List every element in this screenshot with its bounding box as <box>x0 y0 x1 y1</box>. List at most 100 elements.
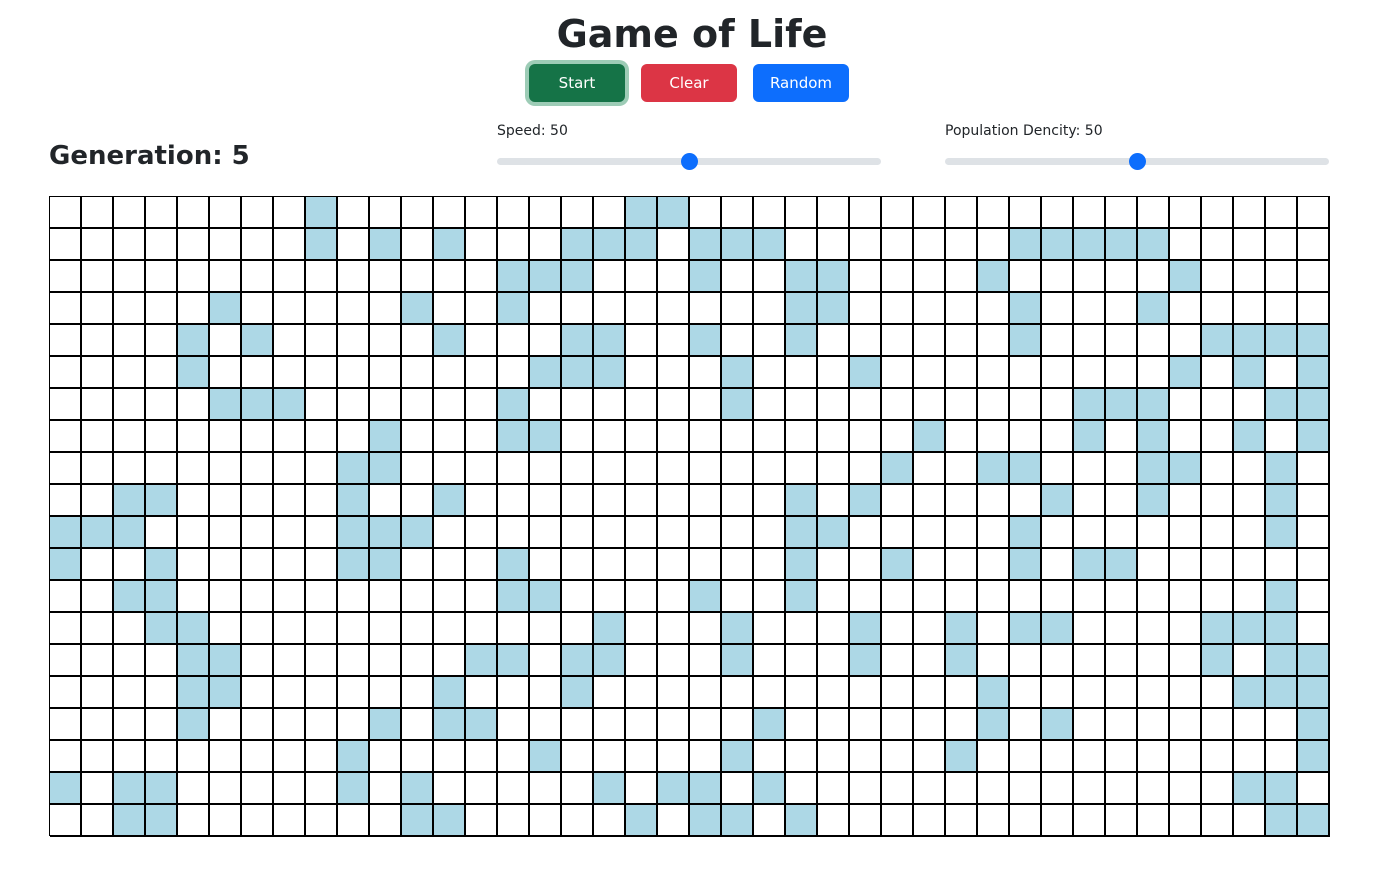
grid-cell[interactable] <box>178 293 210 325</box>
grid-cell[interactable] <box>1074 197 1106 229</box>
grid-cell[interactable] <box>1010 709 1042 741</box>
grid-cell[interactable] <box>754 357 786 389</box>
grid-cell[interactable] <box>1170 517 1202 549</box>
grid-cell[interactable] <box>498 517 530 549</box>
grid-cell[interactable] <box>978 485 1010 517</box>
grid-cell[interactable] <box>978 389 1010 421</box>
grid-cell[interactable] <box>1266 261 1298 293</box>
grid-cell[interactable] <box>850 741 882 773</box>
grid-cell[interactable] <box>850 453 882 485</box>
grid-cell-alive[interactable] <box>306 197 338 229</box>
grid-cell[interactable] <box>1074 677 1106 709</box>
grid-cell[interactable] <box>338 805 370 837</box>
grid-cell-alive[interactable] <box>50 549 82 581</box>
grid-cell-alive[interactable] <box>850 645 882 677</box>
grid-cell[interactable] <box>882 421 914 453</box>
grid-cell[interactable] <box>946 229 978 261</box>
grid-cell[interactable] <box>562 613 594 645</box>
grid-cell-alive[interactable] <box>1266 453 1298 485</box>
grid-cell[interactable] <box>754 517 786 549</box>
grid-cell-alive[interactable] <box>402 517 434 549</box>
grid-cell[interactable] <box>1106 517 1138 549</box>
grid-cell-alive[interactable] <box>274 389 306 421</box>
grid-cell-alive[interactable] <box>1170 261 1202 293</box>
grid-cell[interactable] <box>1010 261 1042 293</box>
grid-cell[interactable] <box>306 325 338 357</box>
grid-cell[interactable] <box>978 517 1010 549</box>
grid-cell[interactable] <box>882 741 914 773</box>
grid-cell[interactable] <box>1074 645 1106 677</box>
grid-cell[interactable] <box>434 773 466 805</box>
grid-cell[interactable] <box>1234 709 1266 741</box>
grid-cell[interactable] <box>530 389 562 421</box>
grid-cell[interactable] <box>498 709 530 741</box>
grid-cell[interactable] <box>1170 773 1202 805</box>
population-density-slider-thumb[interactable] <box>1129 153 1146 170</box>
grid-cell[interactable] <box>850 261 882 293</box>
grid-cell[interactable] <box>914 261 946 293</box>
grid-cell-alive[interactable] <box>786 581 818 613</box>
grid-cell-alive[interactable] <box>722 805 754 837</box>
grid-cell[interactable] <box>1266 741 1298 773</box>
grid-cell[interactable] <box>882 389 914 421</box>
grid-cell[interactable] <box>1170 293 1202 325</box>
grid-cell-alive[interactable] <box>1042 613 1074 645</box>
grid-cell[interactable] <box>210 421 242 453</box>
grid-cell-alive[interactable] <box>1234 325 1266 357</box>
grid-cell[interactable] <box>370 485 402 517</box>
grid-cell[interactable] <box>658 229 690 261</box>
grid-cell-alive[interactable] <box>50 773 82 805</box>
grid-cell-alive[interactable] <box>82 517 114 549</box>
grid-cell[interactable] <box>562 741 594 773</box>
grid-cell[interactable] <box>626 357 658 389</box>
grid-cell-alive[interactable] <box>114 517 146 549</box>
grid-cell[interactable] <box>1106 645 1138 677</box>
grid-cell[interactable] <box>1298 197 1330 229</box>
grid-cell[interactable] <box>306 389 338 421</box>
grid-cell[interactable] <box>914 229 946 261</box>
grid-cell[interactable] <box>242 645 274 677</box>
grid-cell[interactable] <box>1106 805 1138 837</box>
grid-cell[interactable] <box>1298 773 1330 805</box>
grid-cell[interactable] <box>722 197 754 229</box>
grid-cell-alive[interactable] <box>1234 357 1266 389</box>
grid-cell[interactable] <box>1170 613 1202 645</box>
grid-cell[interactable] <box>82 197 114 229</box>
grid-cell[interactable] <box>1170 389 1202 421</box>
grid-cell[interactable] <box>1170 229 1202 261</box>
grid-cell-alive[interactable] <box>786 261 818 293</box>
grid-cell[interactable] <box>178 741 210 773</box>
grid-cell[interactable] <box>1170 741 1202 773</box>
grid-cell[interactable] <box>594 261 626 293</box>
grid-cell-alive[interactable] <box>1074 549 1106 581</box>
grid-cell[interactable] <box>1234 517 1266 549</box>
grid-cell[interactable] <box>690 389 722 421</box>
grid-cell[interactable] <box>1234 453 1266 485</box>
grid-cell[interactable] <box>978 421 1010 453</box>
grid-cell[interactable] <box>754 581 786 613</box>
grid-cell[interactable] <box>914 549 946 581</box>
grid-cell[interactable] <box>210 773 242 805</box>
grid-cell[interactable] <box>626 709 658 741</box>
grid-cell[interactable] <box>978 581 1010 613</box>
grid-cell[interactable] <box>82 389 114 421</box>
grid-cell-alive[interactable] <box>658 197 690 229</box>
grid-cell[interactable] <box>498 773 530 805</box>
grid-cell[interactable] <box>818 581 850 613</box>
grid-cell-alive[interactable] <box>210 389 242 421</box>
grid-cell[interactable] <box>1010 197 1042 229</box>
grid-cell-alive[interactable] <box>722 389 754 421</box>
grid-cell[interactable] <box>402 421 434 453</box>
grid-cell[interactable] <box>722 709 754 741</box>
grid-cell[interactable] <box>722 773 754 805</box>
grid-cell-alive[interactable] <box>1106 229 1138 261</box>
grid-cell[interactable] <box>82 421 114 453</box>
grid-cell[interactable] <box>274 773 306 805</box>
grid-cell[interactable] <box>1266 421 1298 453</box>
grid-cell[interactable] <box>1042 517 1074 549</box>
grid-cell[interactable] <box>818 229 850 261</box>
grid-cell-alive[interactable] <box>786 293 818 325</box>
grid-cell[interactable] <box>1170 549 1202 581</box>
grid-cell[interactable] <box>178 549 210 581</box>
grid-cell[interactable] <box>338 261 370 293</box>
